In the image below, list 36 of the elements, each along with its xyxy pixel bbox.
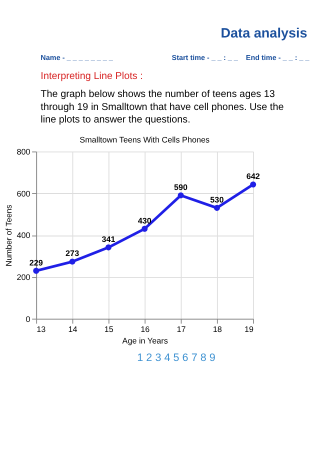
x-tick-label: 16 <box>140 324 150 334</box>
x-tick-label: 18 <box>212 324 222 334</box>
x-tick-label: 17 <box>176 324 186 334</box>
point <box>178 192 184 198</box>
point <box>33 268 40 274</box>
text: Name - _ _ _ _ _ _ _ _ <box>40 53 114 62</box>
data-label: 530 <box>210 195 224 204</box>
x-tick-label: 19 <box>244 324 254 334</box>
y-tick-label: 600 <box>16 189 31 198</box>
text: The graph below shows the number of teens ages 13 through 19 in Smalltown that have cell phones. Use the line plots to answer the questions. <box>40 89 284 126</box>
data-label: 229 <box>29 258 44 268</box>
point <box>142 226 148 232</box>
y-axis-title: Number of Teens <box>4 204 14 266</box>
chart-title: Smalltown Teens With Cells Phones <box>80 135 210 144</box>
data-label: 642 <box>246 172 260 182</box>
data-label: 341 <box>102 234 116 244</box>
y-tick-label: 800 <box>16 148 31 157</box>
point <box>214 204 220 211</box>
text: 1 2 3 4 5 6 7 8 9 <box>137 352 216 364</box>
data-label: 590 <box>174 182 188 192</box>
y-tick-label: 200 <box>16 273 31 282</box>
x-tick-label: 14 <box>68 324 78 334</box>
data-label: 273 <box>66 249 80 258</box>
y-tick-label: 0 <box>26 314 31 324</box>
point <box>69 258 76 265</box>
point <box>105 244 112 250</box>
data-label: 430 <box>138 216 152 226</box>
y-tick-label: 400 <box>16 231 31 240</box>
text: Data analysis <box>220 26 308 41</box>
text: End time - _ _ : _ _ <box>246 53 310 62</box>
text: Start time - _ _ : _ _ <box>172 53 239 62</box>
point <box>250 181 256 188</box>
x-tick-label: 13 <box>36 324 46 334</box>
text: Interpreting Line Plots : <box>40 71 143 82</box>
x-tick-label: 15 <box>104 324 114 334</box>
x-axis-title: Age in Years <box>122 336 168 346</box>
